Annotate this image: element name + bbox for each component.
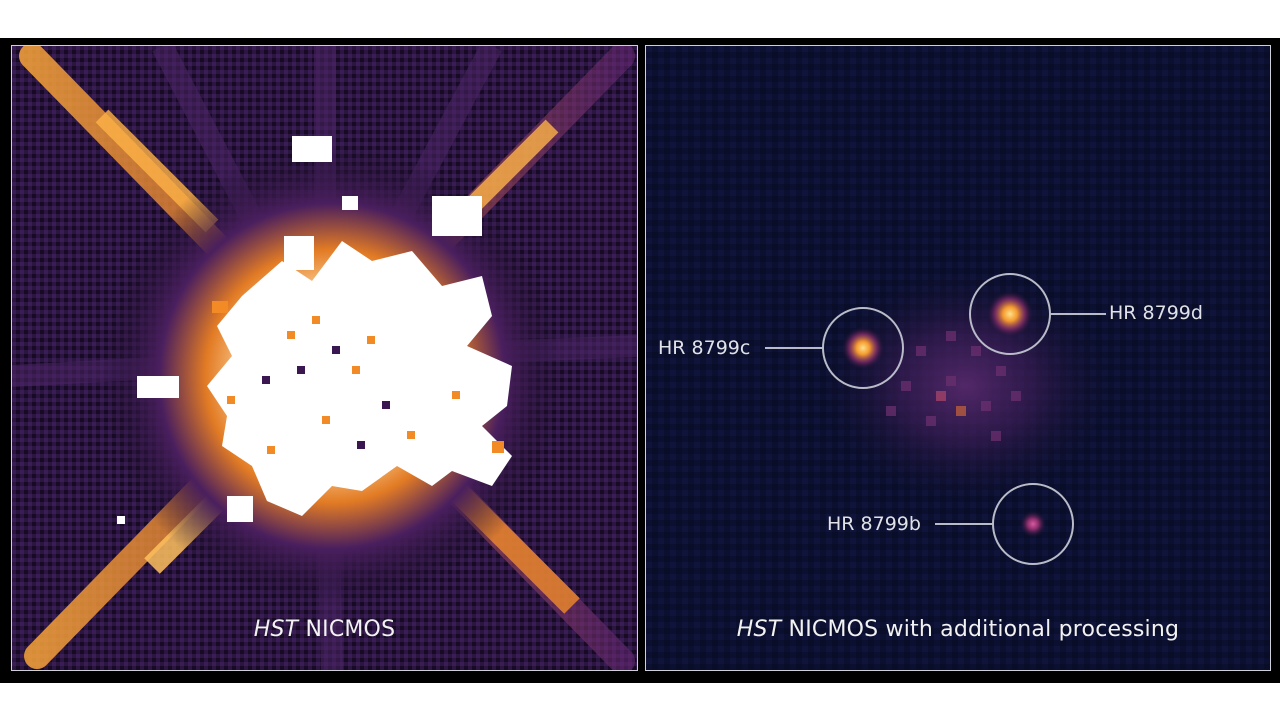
saturated-pixels [117,136,482,524]
residual-speckles [886,331,1021,441]
right-caption-instrument: HST [736,617,782,642]
saturated-core [207,241,512,516]
orange-pixels [212,301,504,454]
planet-d-glow [986,290,1034,338]
right-caption: HST NICMOS with additional processing [646,617,1270,642]
left-caption: HST NICMOS [12,617,637,642]
right-caption-rest: NICMOS with additional processing [781,617,1180,642]
raw-nicmos-panel: HST NICMOS [11,45,638,671]
planet-c-label: HR 8799c [658,337,751,359]
left-caption-rest: NICMOS [298,617,396,642]
dark-pixels [262,346,390,449]
residual-halo [816,266,1116,506]
planet-b-glow [1019,510,1047,538]
processed-star-image [646,46,1270,670]
planet-d-label: HR 8799d [1109,302,1203,324]
processed-nicmos-panel: HR 8799c HR 8799d HR 8799b HST NICMOS wi… [645,45,1271,671]
raw-star-image [12,46,637,670]
left-caption-instrument: HST [253,617,299,642]
planet-c-glow [841,326,885,370]
planet-b-label: HR 8799b [827,513,921,535]
